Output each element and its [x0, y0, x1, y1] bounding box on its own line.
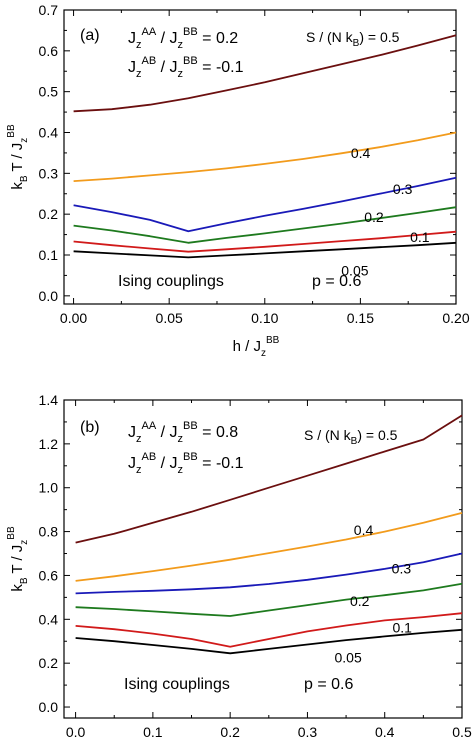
series-line-0.3: [73, 176, 457, 233]
x-tick-label: 0.5: [452, 724, 472, 740]
x-tick-label: 0.2: [220, 724, 240, 740]
series-line-0.5: [75, 414, 463, 544]
y-tick-label: 0.5: [39, 84, 59, 100]
curve-label-0.05: 0.05: [341, 263, 368, 279]
series-line-0.05: [73, 241, 457, 259]
x-tick-label: 0.0: [66, 724, 86, 740]
y-tick-label: 0.7: [39, 2, 59, 18]
curve-label-0.3: 0.3: [393, 181, 413, 197]
curve-label-0.2: 0.2: [364, 209, 384, 225]
curve-label-0.1: 0.1: [410, 229, 430, 245]
x-tick-label: 0.3: [298, 724, 318, 740]
y-tick-label: 0.2: [39, 206, 59, 222]
x-tick-label: 0.4: [375, 724, 395, 740]
y-tick-label: 0.0: [39, 699, 59, 715]
curve-label-0.3: 0.3: [392, 560, 412, 576]
series-line-0.05: [75, 628, 463, 655]
coupling-ratio-1: JzAA / JzBB = 0.2: [128, 26, 238, 51]
y-axis-label: kB T / JzBB: [6, 526, 30, 592]
x-tick-label: 0.1: [143, 724, 163, 740]
y-tick-label: 1.0: [39, 480, 59, 496]
y-tick-label: 0.6: [39, 43, 59, 59]
y-tick-label: 0.2: [39, 655, 59, 671]
curve-label-0.2: 0.2: [350, 593, 370, 609]
series-line-0.1: [73, 230, 457, 253]
y-tick-label: 0.1: [39, 247, 59, 263]
series-line-0.4: [73, 131, 457, 182]
y-tick-label: 1.4: [39, 392, 59, 408]
ising-couplings-note: Ising couplings: [124, 676, 230, 693]
y-tick-label: 0.6: [39, 567, 59, 583]
plot-frame: [63, 399, 463, 719]
series-line-0.3: [75, 552, 463, 595]
chart-panel-a: 0.00 0.05 0.10 0.15 0.20 0.0 0.1 0.2 0.3 0.4 0.5 0.…: [6, 2, 470, 359]
series-line-0.2: [75, 582, 463, 617]
probability-note: p = 0.6: [304, 676, 353, 693]
series-line-0.4: [75, 512, 463, 582]
curve-label-0.05: 0.05: [334, 650, 361, 666]
curve-label-0.4: 0.4: [351, 145, 371, 161]
x-tick-label: 0.00: [60, 310, 87, 326]
y-tick-label: 0.3: [39, 165, 59, 181]
curve-label-0.1: 0.1: [392, 619, 412, 635]
entropy-label: S / (N kB) = 0.5: [304, 427, 398, 447]
curve-label-0.4: 0.4: [354, 522, 374, 538]
y-tick-label: 1.2: [39, 436, 59, 452]
series-line-0.5: [73, 34, 457, 113]
chart-panel-b: 0.0 0.1 0.2 0.3 0.4 0.5 0.0 0.2 0.4 0.6 0.8 1.0 1.2 1…: [6, 392, 472, 740]
ising-couplings-note: Ising couplings: [118, 273, 224, 290]
coupling-ratio-2: JzAB / JzBB = -0.1: [128, 451, 244, 476]
x-tick-label: 0.10: [251, 310, 278, 326]
series-line-0.1: [75, 612, 463, 648]
coupling-ratio-2: JzAB / JzBB = -0.1: [128, 55, 244, 80]
coupling-ratio-1: JzAA / JzBB = 0.8: [128, 420, 238, 445]
x-tick-label: 0.15: [347, 310, 374, 326]
x-tick-label: 0.20: [442, 310, 469, 326]
x-tick-label: 0.05: [156, 310, 183, 326]
y-tick-label: 0.0: [39, 288, 59, 304]
x-axis-label: h / JzBB: [233, 335, 280, 359]
panel-label: (b): [80, 419, 100, 436]
panel-label: (a): [80, 27, 100, 44]
plot-frame: [63, 9, 457, 305]
probability-note: p = 0.6: [312, 273, 361, 290]
y-tick-label: 0.8: [39, 524, 59, 540]
entropy-label: S / (N kB) = 0.5: [306, 29, 400, 49]
y-tick-label: 0.4: [39, 611, 59, 627]
y-tick-label: 0.4: [39, 125, 59, 141]
y-axis-label: kB T / JzBB: [6, 124, 30, 190]
series-line-0.2: [73, 206, 457, 244]
